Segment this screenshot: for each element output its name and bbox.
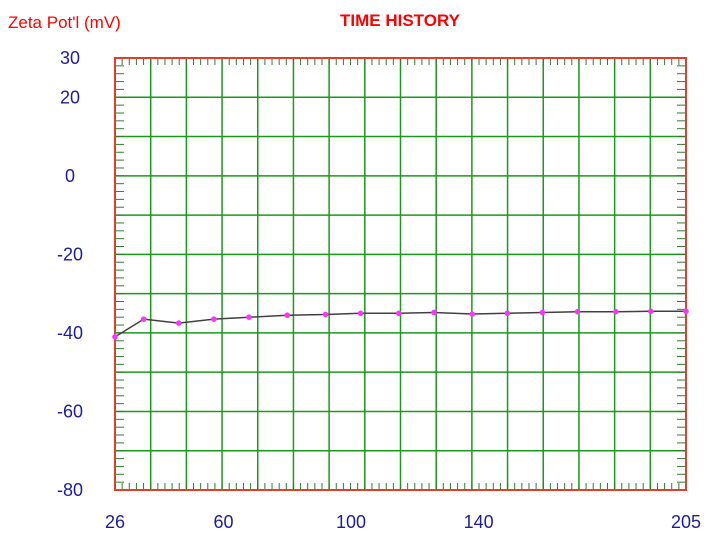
data-point [322, 311, 329, 318]
data-point [574, 308, 581, 315]
data-point [648, 308, 654, 315]
data-point [683, 308, 689, 315]
data-point [504, 310, 511, 317]
data-point [175, 320, 182, 326]
y-tick-label: -60 [57, 401, 83, 421]
x-tick-label: 60 [213, 512, 233, 532]
data-point [613, 308, 619, 315]
y-tick-label: 0 [65, 166, 75, 186]
data-point [396, 310, 402, 317]
data-point [112, 334, 118, 340]
y-tick-label: -20 [57, 244, 83, 264]
data-point [211, 316, 217, 322]
x-tick-label: 26 [105, 512, 125, 532]
chart-title: TIME HISTORY [340, 11, 461, 30]
grid [115, 58, 686, 490]
data-point [539, 309, 546, 316]
x-tick-label: 100 [336, 512, 366, 532]
data-point [140, 316, 147, 322]
y-tick-labels: 30 20 0 -20 -40 -60 -80 [57, 48, 83, 500]
series [112, 308, 689, 340]
data-point [246, 314, 252, 321]
x-tick-labels: 26 60 100 140 205 [105, 512, 701, 532]
y-axis-label: Zeta Pot'l (mV) [8, 13, 121, 32]
x-tick-label: 140 [464, 512, 494, 532]
y-tick-label: 30 [60, 48, 80, 68]
y-tick-label: -80 [57, 480, 83, 500]
data-point [284, 312, 291, 319]
plot-frame [114, 57, 687, 491]
data-point [469, 311, 476, 317]
data-point [431, 309, 437, 316]
minor-ticks [115, 58, 686, 490]
y-tick-label: 20 [60, 87, 80, 107]
data-point [357, 310, 364, 317]
y-tick-label: -40 [57, 323, 83, 343]
x-tick-label: 205 [671, 512, 701, 532]
